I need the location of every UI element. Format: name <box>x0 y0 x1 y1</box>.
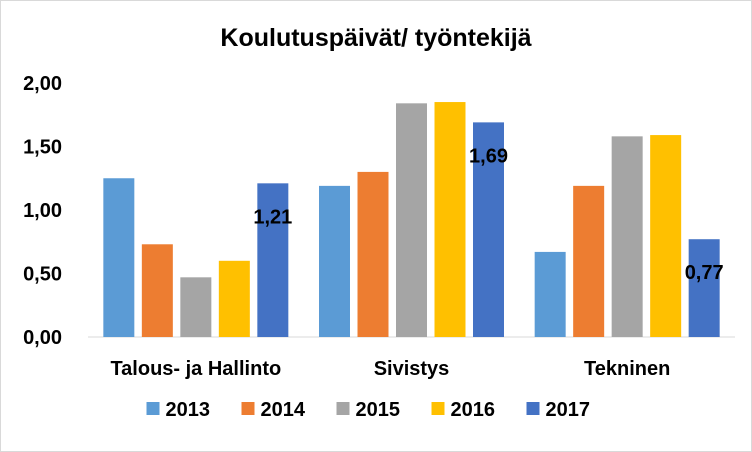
bar-2013 <box>103 178 135 337</box>
legend-label: 2017 <box>546 399 591 421</box>
legend-label: 2015 <box>356 399 401 421</box>
bar-2017 <box>257 183 289 337</box>
y-tick-label: 0,00 <box>23 327 62 349</box>
bar-2015 <box>180 277 212 337</box>
legend-label: 2013 <box>166 399 211 421</box>
y-tick-label: 1,50 <box>23 137 62 159</box>
y-tick-label: 0,50 <box>23 264 62 286</box>
bar-2016 <box>434 102 466 337</box>
legend-swatch-2016 <box>431 402 445 415</box>
chart-title: Koulutuspäivät/ työntekijä <box>220 24 532 52</box>
bar-2015 <box>396 103 427 337</box>
bar-2015 <box>611 136 643 337</box>
x-category-label: Sivistys <box>374 358 450 380</box>
x-category-label: Talous- ja Hallinto <box>110 358 281 380</box>
bar-2014 <box>357 171 389 337</box>
data-label: 1,69 <box>469 145 508 167</box>
bar-2013 <box>534 251 566 337</box>
bar-2016 <box>650 135 682 337</box>
x-category-label: Tekninen <box>584 358 670 380</box>
legend-swatch-2014 <box>241 402 255 415</box>
legend-swatch-2017 <box>526 402 540 415</box>
data-label: 0,77 <box>685 262 724 284</box>
legend-label: 2016 <box>451 399 496 421</box>
bar-2014 <box>573 185 605 337</box>
y-tick-label: 2,00 <box>23 73 62 95</box>
legend-swatch-2015 <box>336 402 350 415</box>
bar-2017 <box>473 122 504 338</box>
y-tick-label: 1,00 <box>23 200 62 222</box>
data-label: 1,21 <box>253 206 292 228</box>
legend-label: 2014 <box>261 399 306 421</box>
bar-2013 <box>319 185 350 337</box>
bar-2016 <box>218 260 250 337</box>
legend-swatch-2013 <box>146 402 160 415</box>
bar-2017 <box>688 239 720 337</box>
bar-2014 <box>141 244 173 337</box>
